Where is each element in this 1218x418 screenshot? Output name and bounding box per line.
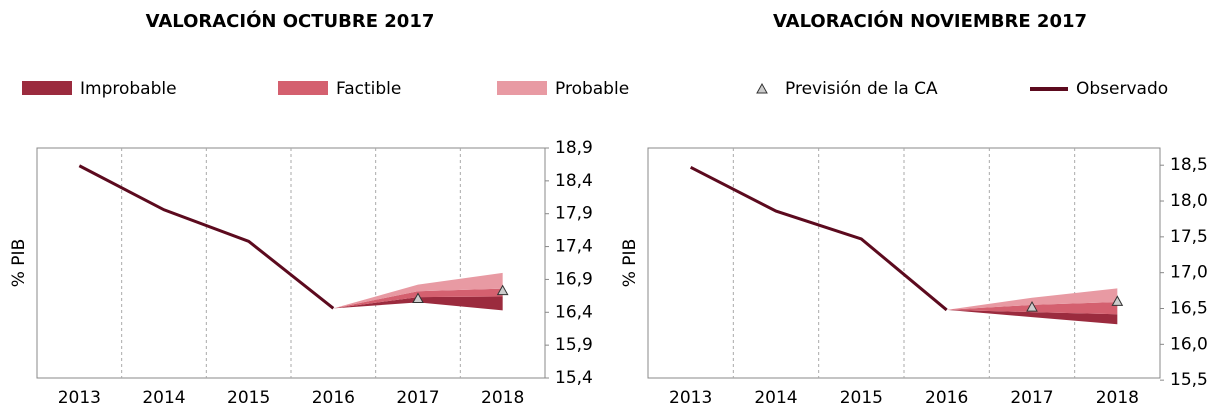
y-tick-label: 15,5 xyxy=(1170,370,1208,390)
chart-title: VALORACIÓN NOVIEMBRE 2017 xyxy=(773,10,1087,32)
x-tick-label: 2014 xyxy=(142,388,185,408)
y-tick-label: 15,4 xyxy=(555,368,593,388)
y-tick-label: 15,9 xyxy=(555,335,593,355)
forecast-marker xyxy=(412,292,424,303)
x-tick-label: 2016 xyxy=(312,388,355,408)
y-axis-label: % PIB xyxy=(9,239,29,288)
y-axis-label: % PIB xyxy=(620,239,640,288)
observed-line xyxy=(78,164,335,310)
legend-label: Factible xyxy=(336,79,401,99)
x-tick-label: 2015 xyxy=(227,388,270,408)
x-tick-label: 2016 xyxy=(925,388,968,408)
y-tick-label: 16,9 xyxy=(555,269,593,289)
legend-swatch xyxy=(497,81,547,95)
legend-label: Probable xyxy=(555,79,629,99)
legend-label: Previsión de la CA xyxy=(785,79,938,99)
x-tick-label: 2017 xyxy=(396,388,439,408)
y-tick-label: 17,4 xyxy=(555,237,593,257)
fan-band xyxy=(946,309,1118,325)
y-tick-label: 18,0 xyxy=(1170,191,1208,211)
fan-band xyxy=(333,272,503,309)
y-tick-label: 18,9 xyxy=(555,138,593,158)
y-tick-label: 18,4 xyxy=(555,171,593,191)
legend-marker xyxy=(756,82,768,94)
fan-band xyxy=(946,288,1118,310)
y-tick-label: 18,5 xyxy=(1170,155,1208,175)
y-tick-label: 17,9 xyxy=(555,204,593,224)
fan-band xyxy=(333,296,503,311)
legend-label: Improbable xyxy=(80,79,177,99)
y-tick-label: 17,5 xyxy=(1170,227,1208,247)
forecast-marker xyxy=(1111,295,1124,306)
observed-line xyxy=(689,166,948,312)
fan-band xyxy=(333,288,503,309)
x-tick-label: 2013 xyxy=(669,388,712,408)
legend-swatch xyxy=(22,81,72,95)
chart-title: VALORACIÓN OCTUBRE 2017 xyxy=(146,10,435,32)
x-tick-label: 2014 xyxy=(754,388,797,408)
y-tick-label: 16,4 xyxy=(555,302,593,322)
legend-swatch xyxy=(278,81,328,95)
legend-label: Observado xyxy=(1076,79,1168,99)
x-tick-label: 2015 xyxy=(840,388,883,408)
x-tick-label: 2017 xyxy=(1010,388,1053,408)
x-tick-label: 2018 xyxy=(1096,388,1139,408)
x-tick-label: 2013 xyxy=(58,388,101,408)
y-tick-label: 17,0 xyxy=(1170,263,1208,283)
y-tick-label: 16,0 xyxy=(1170,334,1208,354)
y-tick-label: 16,5 xyxy=(1170,298,1208,318)
forecast-marker xyxy=(1026,301,1038,312)
forecast-marker xyxy=(496,284,509,296)
x-tick-label: 2018 xyxy=(481,388,524,408)
